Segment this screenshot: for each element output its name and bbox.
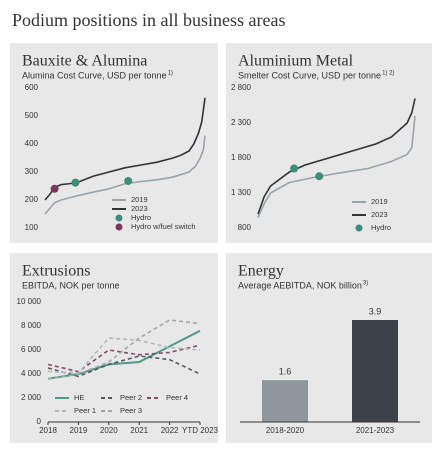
subtitle-note: 1): [168, 71, 173, 77]
panel-subtitle: Average AEBITDA, NOK billion: [238, 280, 362, 290]
y-tick-label: 4 000: [21, 369, 42, 378]
value-label: 1.6: [279, 367, 292, 377]
x-tick-label: YTD 2023: [182, 426, 219, 435]
panel: [10, 253, 218, 443]
y-tick-label: 10 000: [17, 297, 42, 306]
page-title: Podium positions in all business areas: [12, 10, 286, 30]
series-line: [47, 329, 201, 380]
legend-label: Peer 2: [120, 393, 142, 402]
y-tick-label: 400: [25, 139, 39, 148]
subtitle-note: 1) 2): [382, 71, 394, 77]
subtitle-note: 3): [363, 281, 368, 287]
x-tick-label: 2021: [130, 426, 148, 435]
series-line: [47, 319, 201, 380]
y-tick-label: 8 000: [21, 321, 42, 330]
legend-swatch: [115, 214, 123, 222]
legend-label: Peer 4: [166, 393, 188, 402]
value-label: 3.9: [369, 306, 382, 316]
y-tick-label: 300: [25, 167, 39, 176]
panel-subtitle: Smelter Cost Curve, USD per tonne: [238, 70, 381, 80]
y-tick-label: 2 300: [231, 118, 252, 127]
x-tick-label: 2018-2020: [266, 426, 305, 435]
y-tick-label: 6 000: [21, 345, 42, 354]
hydro-point: [315, 172, 324, 181]
legend-label: Hydro: [371, 223, 391, 232]
y-tick-label: 2 000: [21, 393, 42, 402]
y-tick-label: 1 800: [231, 153, 252, 162]
x-tick-label: 2020: [100, 426, 118, 435]
series-line: [47, 337, 201, 374]
panel-title: Aluminium Metal: [238, 53, 354, 70]
y-tick-label: 2 800: [231, 83, 252, 92]
bar: [352, 320, 398, 422]
legend-swatch: [115, 223, 123, 231]
series-line: [257, 115, 416, 218]
legend-label: 2019: [131, 195, 148, 204]
hydro-point: [290, 164, 299, 173]
x-tick-label: 2022: [161, 426, 179, 435]
panel-subtitle: Alumina Cost Curve, USD per tonne: [22, 70, 167, 80]
bar: [262, 380, 308, 422]
y-tick-label: 0: [37, 417, 42, 426]
y-tick-label: 500: [25, 111, 39, 120]
x-tick-label: 2019: [70, 426, 88, 435]
y-tick-label: 200: [25, 195, 39, 204]
series-line: [47, 344, 201, 373]
panel-title: Bauxite & Alumina: [22, 53, 147, 70]
y-tick-label: 100: [25, 223, 39, 232]
legend-label: Hydro w/fuel switch: [131, 222, 196, 231]
hydro-point: [50, 184, 59, 193]
x-tick-label: 2018: [39, 426, 57, 435]
hydro-point: [71, 178, 80, 187]
series-line: [44, 135, 206, 215]
y-tick-label: 800: [238, 223, 252, 232]
legend-label: 2023: [131, 204, 148, 213]
legend-label: Peer 1: [74, 406, 96, 415]
panel-subtitle: EBITDA, NOK per tonne: [22, 280, 120, 290]
x-tick-label: 2021-2023: [356, 426, 395, 435]
series-line: [44, 97, 206, 201]
panel-title: Extrusions: [22, 263, 90, 280]
legend-label: HE: [74, 393, 84, 402]
panel-title: Energy: [238, 263, 284, 280]
y-tick-label: 1 300: [231, 188, 252, 197]
legend-swatch: [355, 224, 363, 232]
hydro-point: [124, 176, 133, 185]
series-line: [257, 98, 416, 215]
legend-label: 2023: [371, 210, 388, 219]
series-line: [47, 355, 201, 378]
legend-label: 2019: [371, 197, 388, 206]
legend-label: Hydro: [131, 213, 151, 222]
legend-label: Peer 3: [120, 406, 142, 415]
y-tick-label: 600: [25, 83, 39, 92]
